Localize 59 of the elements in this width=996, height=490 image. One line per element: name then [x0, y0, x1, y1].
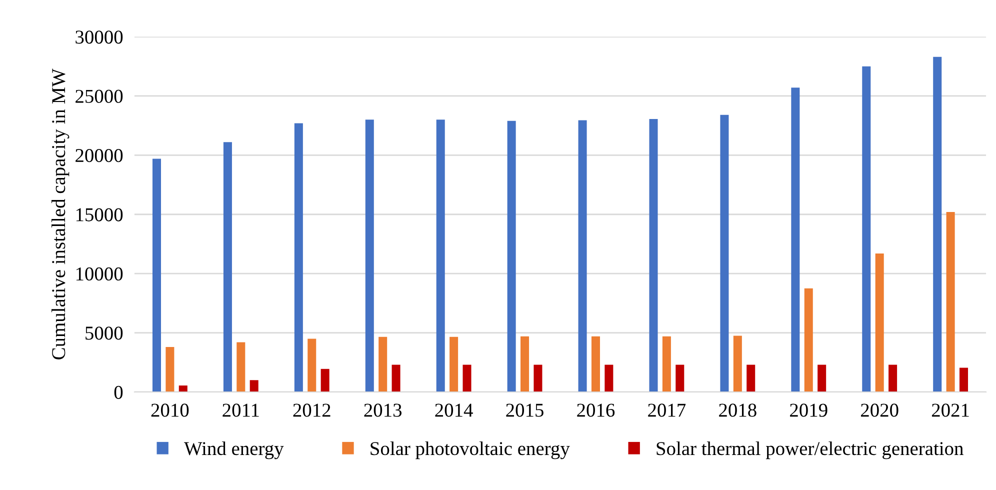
- bar: [649, 119, 658, 392]
- y-tick-label: 15000: [76, 208, 123, 222]
- y-axis-title: Cumulative installed capacity in MW: [51, 68, 70, 360]
- bar: [591, 336, 600, 392]
- x-tick-label: 2019: [790, 404, 828, 417]
- bar: [320, 368, 330, 392]
- bar: [236, 342, 246, 392]
- bar: [378, 336, 388, 392]
- bar: [223, 142, 232, 392]
- y-tick-label: 0: [114, 386, 123, 399]
- bar: [392, 364, 400, 392]
- bar: [294, 123, 303, 392]
- x-tick-label: 2021: [932, 404, 969, 417]
- bar: [888, 364, 898, 392]
- bar: [818, 364, 826, 392]
- bar: [662, 336, 671, 392]
- bar: [746, 364, 756, 392]
- legend-label: Wind energy: [184, 441, 284, 460]
- bar: [862, 66, 871, 392]
- bar: [520, 336, 530, 392]
- bar: [720, 114, 729, 392]
- x-tick-label: 2013: [364, 404, 402, 417]
- bar: [578, 120, 587, 392]
- bar: [733, 336, 742, 392]
- bar: [604, 364, 614, 392]
- x-tick-label: 2018: [719, 404, 756, 417]
- bar: [152, 158, 161, 392]
- y-tick-label: 20000: [76, 148, 123, 162]
- x-tick-label: 2015: [506, 404, 544, 417]
- bar: [166, 347, 174, 392]
- bar: [676, 364, 684, 392]
- x-tick-label: 2014: [435, 404, 473, 417]
- bar: [308, 338, 316, 392]
- bar: [960, 368, 968, 392]
- bar: [507, 120, 516, 392]
- x-tick-label: 2020: [861, 404, 898, 417]
- bar: [250, 380, 258, 392]
- bar: [791, 88, 800, 392]
- x-tick-label: 2016: [577, 404, 615, 417]
- bar: [436, 120, 445, 392]
- bar: [462, 364, 472, 392]
- bar: [534, 364, 542, 392]
- bar: [178, 385, 188, 392]
- x-tick-label: 2010: [151, 404, 189, 417]
- y-tick-label: 30000: [76, 30, 123, 44]
- y-tick-label: 10000: [76, 267, 123, 281]
- x-tick-label: 2011: [222, 404, 259, 417]
- bar: [450, 336, 458, 392]
- bar: [946, 212, 955, 392]
- x-tick-label: 2012: [293, 404, 330, 417]
- legend-label: Solar thermal power/electric generation: [656, 441, 964, 460]
- legend-label: Solar photovoltaic energy: [370, 441, 570, 460]
- y-tick-label: 25000: [76, 90, 123, 103]
- bar: [804, 288, 813, 392]
- y-tick-label: 5000: [86, 326, 123, 340]
- bar: [875, 253, 884, 392]
- x-tick-label: 2017: [648, 404, 686, 417]
- bar: [365, 120, 374, 392]
- bar: [933, 56, 942, 392]
